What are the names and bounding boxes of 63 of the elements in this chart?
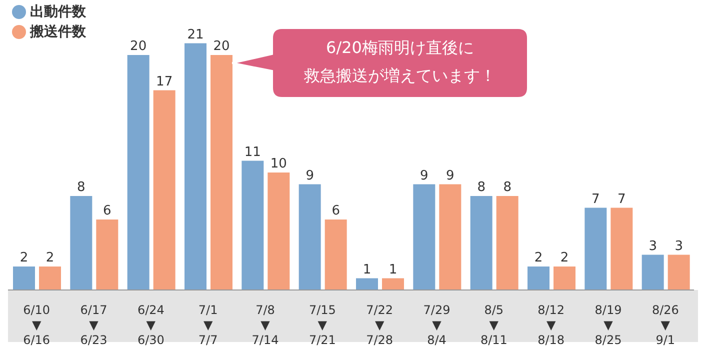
annotation: 6/20梅雨明け直後に救急搬送が増えています！ [303,37,497,87]
data-label: 2 [534,250,543,266]
data-label: 6 [332,204,340,218]
data-label: 7 [592,192,600,207]
data-label: 1 [388,262,398,278]
legend-label: 出動件数 [30,3,86,22]
data-label: 2 [20,250,28,266]
bar [96,220,118,290]
x-tick-label: 7/1 ▼ 7/7 [198,303,218,346]
bar [356,278,378,290]
x-tick-label: 6/17 ▼ 6/23 [80,303,108,346]
data-label: 2 [560,250,569,266]
data-label: 9 [306,168,314,184]
bar [153,90,176,290]
data-label: 8 [503,180,512,195]
x-tick-label: 8/19 ▼ 8/25 [594,303,622,346]
data-label: 8 [477,180,486,195]
x-tick-label: 8/26 ▼ 9/1 [652,303,679,346]
bar [470,196,492,290]
data-label: 9 [420,168,428,184]
x-tick-label: 7/8 ▼ 7/14 [252,303,279,346]
bar [584,208,607,290]
data-label: 6 [103,204,112,218]
bar [298,184,321,290]
bar [268,172,290,290]
bar [184,43,206,290]
bar [554,266,576,290]
bar [382,278,404,290]
data-label: 8 [77,180,86,195]
x-tick-label: 6/10 ▼ 6/16 [23,303,50,346]
x-tick-label: 8/12 ▼ 8/18 [538,303,565,346]
data-label: 3 [674,238,683,254]
bar [324,220,347,290]
data-label: 3 [648,238,657,254]
data-label: 17 [156,74,173,90]
bar [13,266,35,290]
bar [610,208,633,290]
data-label: 1 [362,262,372,278]
data-label: 21 [187,27,204,42]
bar [439,184,462,290]
data-label: 20 [213,39,230,54]
bar [70,196,92,290]
data-label: 10 [270,156,287,172]
data-label: 2 [46,250,54,266]
x-tick-label: 7/29 ▼ 8/4 [423,303,450,346]
data-label: 11 [244,144,261,160]
bar [642,254,664,290]
bar [127,55,150,290]
bar [39,266,61,290]
bar [413,184,436,290]
legend-label: 搬送件数 [30,23,86,42]
x-tick-label: 8/5 ▼ 8/11 [480,303,508,346]
x-tick-label: 6/24 ▼ 6/30 [137,303,164,346]
x-tick-label: 7/22 ▼ 7/28 [366,303,394,346]
bar [528,266,550,290]
bar [210,55,232,290]
x-tick-label: 7/15 ▼ 7/21 [308,303,336,346]
bar [496,196,518,290]
data-label: 9 [446,168,454,184]
data-label: 20 [130,39,147,54]
bar [668,254,690,290]
data-label: 7 [618,192,626,207]
bar [242,160,264,290]
